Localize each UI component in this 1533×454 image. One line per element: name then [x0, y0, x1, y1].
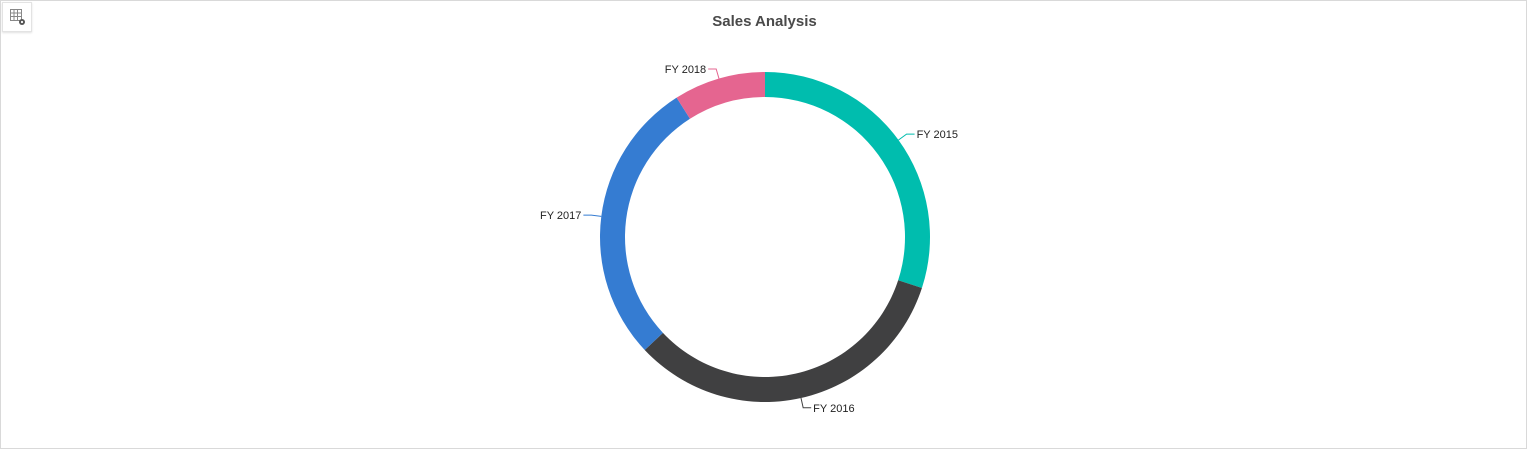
label-connector	[800, 397, 812, 409]
donut-slice-fy-2016[interactable]	[644, 280, 922, 403]
slice-label: FY 2016	[813, 403, 854, 415]
table-settings-button[interactable]	[2, 2, 32, 32]
slice-label: FY 2017	[540, 210, 581, 222]
table-settings-icon	[10, 9, 25, 25]
donut-slice-fy-2018[interactable]	[676, 72, 765, 119]
slice-label: FY 2018	[665, 64, 706, 76]
donut-slice-fy-2015[interactable]	[765, 72, 930, 288]
label-connector	[583, 214, 602, 217]
slice-label: FY 2015	[917, 129, 958, 141]
chart-title: Sales Analysis	[712, 13, 817, 30]
donut-slice-fy-2017[interactable]	[600, 97, 690, 350]
label-connector	[708, 68, 720, 79]
label-connector	[898, 133, 915, 141]
